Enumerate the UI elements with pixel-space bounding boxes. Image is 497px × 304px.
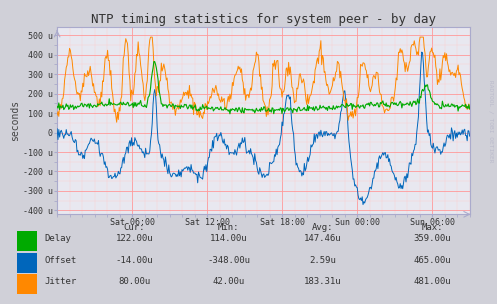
Text: -348.00u: -348.00u (207, 256, 250, 264)
Text: RADTOOL / TOBI OETIKER: RADTOOL / TOBI OETIKER (489, 80, 494, 163)
Text: 114.00u: 114.00u (210, 234, 248, 243)
Text: Offset: Offset (45, 256, 77, 264)
Text: Cur:: Cur: (123, 223, 145, 232)
Text: 42.00u: 42.00u (213, 277, 245, 286)
Y-axis label: seconds: seconds (10, 100, 20, 141)
Text: 122.00u: 122.00u (115, 234, 153, 243)
Title: NTP timing statistics for system peer - by day: NTP timing statistics for system peer - … (91, 13, 436, 26)
Bar (17, 275, 37, 294)
Text: 183.31u: 183.31u (304, 277, 342, 286)
Bar (17, 253, 37, 273)
Text: Min:: Min: (218, 223, 240, 232)
Bar (17, 231, 37, 251)
Text: 359.00u: 359.00u (414, 234, 451, 243)
Text: Max:: Max: (421, 223, 443, 232)
Text: -14.00u: -14.00u (115, 256, 153, 264)
Text: 481.00u: 481.00u (414, 277, 451, 286)
Text: Avg:: Avg: (312, 223, 334, 232)
Text: 465.00u: 465.00u (414, 256, 451, 264)
Text: 147.46u: 147.46u (304, 234, 342, 243)
Text: Delay: Delay (45, 234, 72, 243)
Text: 80.00u: 80.00u (118, 277, 150, 286)
Text: 2.59u: 2.59u (310, 256, 336, 264)
Text: Jitter: Jitter (45, 277, 77, 286)
